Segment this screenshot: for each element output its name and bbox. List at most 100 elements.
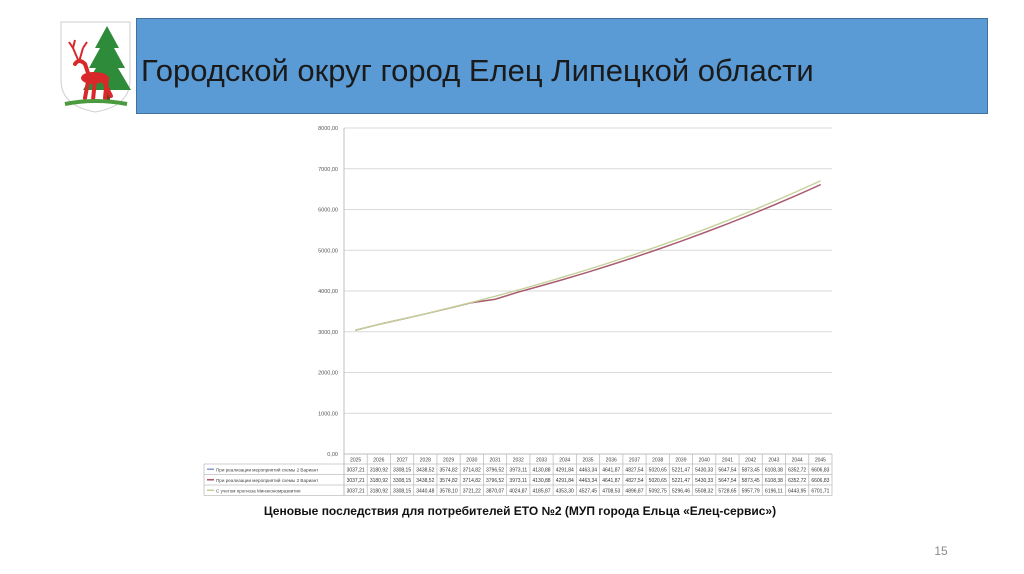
data-point	[587, 269, 589, 271]
data-point	[750, 214, 752, 216]
data-point	[517, 289, 519, 291]
x-tick-label: 2032	[513, 458, 524, 464]
data-point	[564, 276, 566, 278]
table-cell: 4291,84	[556, 478, 574, 484]
series-line	[355, 184, 821, 331]
table-cell: 4130,88	[532, 467, 550, 473]
x-tick-label: 2035	[582, 458, 593, 464]
x-tick-label: 2043	[768, 458, 779, 464]
series-line	[355, 184, 821, 331]
page-title: Городской округ город Елец Липецкой обла…	[141, 53, 814, 88]
series-line	[355, 180, 821, 331]
table-cell: 5092,75	[649, 488, 667, 494]
x-tick-label: 2038	[652, 458, 663, 464]
table-cell: 4291,84	[556, 467, 574, 473]
x-tick-label: 2041	[722, 458, 733, 464]
table-cell: 5957,79	[742, 488, 760, 494]
table-cell: 6606,83	[811, 478, 829, 484]
data-point	[401, 318, 403, 320]
x-tick-label: 2036	[606, 458, 617, 464]
data-point	[424, 313, 426, 315]
data-point	[773, 201, 775, 203]
table-cell: 3037,21	[347, 488, 365, 494]
table-cell: 3973,11	[509, 478, 527, 484]
data-point	[657, 245, 659, 247]
x-tick-label: 2026	[373, 458, 384, 464]
x-tick-label: 2033	[536, 458, 547, 464]
table-cell: 5221,47	[672, 467, 690, 473]
table-cell: 3180,92	[370, 467, 388, 473]
data-point	[541, 282, 543, 284]
price-chart: 0,00 1000,00 2000,00 3000,00 4000,00 5000,00 6…	[196, 122, 842, 497]
data-point	[564, 278, 566, 280]
x-tick-label: 2040	[699, 458, 710, 464]
table-cell: 6196,11	[765, 488, 783, 494]
data-point	[796, 194, 798, 196]
table-cell: 3438,52	[416, 478, 434, 484]
x-tick-label: 2044	[792, 458, 803, 464]
data-point	[657, 248, 659, 250]
y-tick-label: 2000,00	[318, 371, 338, 377]
table-cell: 3796,52	[486, 478, 504, 484]
y-tick-label: 3000,00	[318, 330, 338, 336]
table-cell: 6606,83	[811, 467, 829, 473]
y-tick-label: 4000,00	[318, 289, 338, 295]
table-cell: 5873,45	[742, 467, 760, 473]
data-point	[633, 256, 635, 258]
table-cell: 3308,15	[393, 467, 411, 473]
table-cell: 4527,45	[579, 488, 597, 494]
data-point	[610, 264, 612, 266]
table-cell: 4463,34	[579, 478, 597, 484]
table-cell: 4353,30	[556, 488, 574, 494]
table-cell: 5647,54	[718, 467, 736, 473]
x-tick-label: 2042	[745, 458, 756, 464]
series-label: При реализации мероприятий схемы 2 Вариа…	[216, 466, 319, 472]
table-cell: 4185,87	[532, 488, 550, 494]
data-point	[517, 291, 519, 293]
table-cell: 3721,22	[463, 488, 481, 494]
data-point	[378, 323, 380, 325]
table-cell: 3180,92	[370, 488, 388, 494]
table-cell: 3870,07	[486, 488, 504, 494]
data-point	[819, 180, 821, 182]
table-cell: 3180,92	[370, 478, 388, 484]
x-tick-label: 2029	[443, 458, 454, 464]
table-cell: 5647,54	[718, 478, 736, 484]
x-tick-label: 2037	[629, 458, 640, 464]
table-cell: 3308,15	[393, 488, 411, 494]
table-cell: 5873,45	[742, 478, 760, 484]
table-cell: 3714,82	[463, 467, 481, 473]
data-point	[680, 237, 682, 239]
data-point	[726, 223, 728, 225]
table-cell: 4641,87	[602, 467, 620, 473]
table-cell: 3308,15	[393, 478, 411, 484]
y-tick-label: 5000,00	[318, 248, 338, 254]
y-tick-label: 6000,00	[318, 208, 338, 214]
table-cell: 3438,52	[416, 467, 434, 473]
x-tick-label: 2030	[466, 458, 477, 464]
table-cell: 6108,38	[765, 467, 783, 473]
data-point	[703, 232, 705, 234]
elets-coat-of-arms-icon	[55, 18, 136, 114]
table-cell: 4641,87	[602, 478, 620, 484]
page-number: 15	[934, 544, 948, 558]
data-point	[703, 229, 705, 231]
table-cell: 4708,53	[602, 488, 620, 494]
data-point	[750, 210, 752, 212]
data-point	[726, 220, 728, 222]
table-cell: 3574,82	[440, 467, 458, 473]
series-label: При реализации мероприятий схемы 2 Вариа…	[216, 477, 319, 483]
table-cell: 4827,54	[625, 467, 643, 473]
data-point	[773, 204, 775, 206]
table-cell: 3714,82	[463, 478, 481, 484]
table-cell: 5020,65	[649, 467, 667, 473]
table-cell: 6443,95	[788, 488, 806, 494]
data-point	[680, 240, 682, 242]
x-tick-label: 2031	[489, 458, 500, 464]
table-cell: 4130,88	[532, 478, 550, 484]
x-tick-label: 2025	[350, 458, 361, 464]
data-point	[448, 307, 450, 309]
data-point	[355, 329, 357, 331]
x-tick-label: 2028	[420, 458, 431, 464]
series-label: С учетом прогноза Минэкономразвития	[216, 488, 301, 493]
